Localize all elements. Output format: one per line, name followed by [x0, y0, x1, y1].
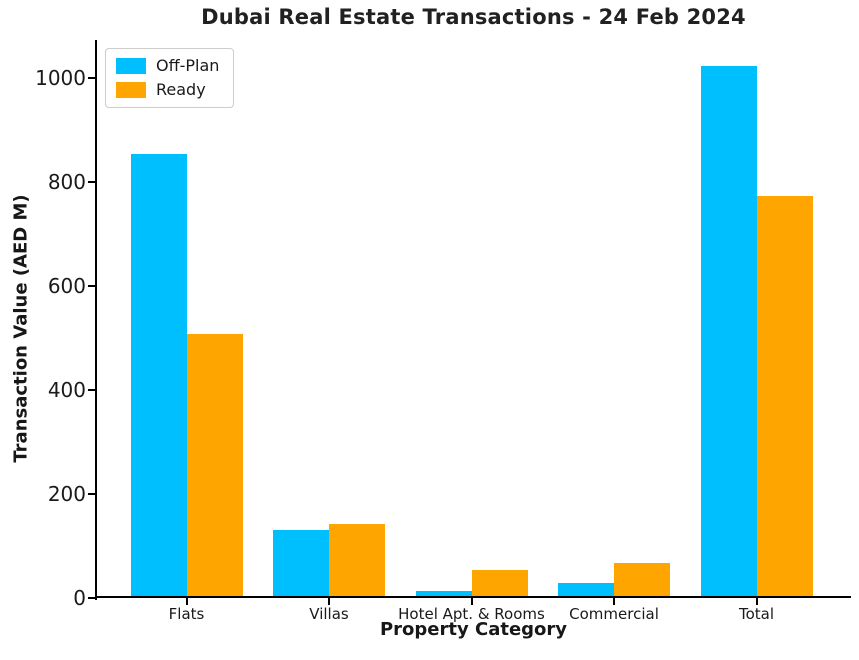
y-axis-label: Transaction Value (AED M) — [10, 194, 32, 463]
x-tick-label-villas: Villas — [309, 605, 349, 623]
x-axis-label: Property Category — [379, 619, 568, 640]
x-tick-mark-villas — [328, 598, 330, 605]
y-tick-label-200: 200 — [47, 482, 86, 507]
bar-ready-villas — [329, 523, 385, 598]
x-axis-spine — [95, 596, 851, 598]
y-tick-mark-0 — [88, 597, 95, 599]
y-tick-mark-200 — [88, 493, 95, 496]
legend-item-ready: Ready — [116, 81, 219, 99]
ready-swatch-icon — [116, 82, 146, 98]
y-tick-label-400: 400 — [47, 378, 86, 403]
bar-off-plan-flats — [130, 153, 187, 598]
bar-ready-total — [756, 196, 813, 598]
legend-label-ready: Ready — [156, 80, 206, 99]
bar-ready-flats — [186, 334, 243, 598]
y-tick-mark-600 — [88, 285, 95, 288]
legend-label-off-plan: Off-Plan — [156, 56, 220, 75]
x-tick-mark-commercial — [613, 598, 615, 605]
y-tick-mark-800 — [88, 181, 95, 184]
legend: Off-Plan Ready — [105, 48, 235, 108]
y-axis-spine — [95, 40, 97, 600]
bar-off-plan-hotel-apt-rooms — [415, 591, 472, 598]
x-tick-mark-total — [755, 598, 758, 605]
chart-title: Dubai Real Estate Transactions - 24 Feb … — [201, 5, 746, 29]
y-tick-label-0: 0 — [73, 586, 86, 610]
y-tick-mark-400 — [88, 389, 95, 392]
x-tick-label-hotel-apt-rooms: Hotel Apt. & Rooms — [398, 605, 545, 623]
x-tick-label-commercial: Commercial — [569, 605, 659, 623]
off-plan-swatch-icon — [116, 58, 146, 74]
bar-off-plan-commercial — [558, 583, 614, 598]
x-tick-label-total: Total — [738, 605, 775, 623]
y-tick-mark-1000 — [88, 77, 95, 80]
y-tick-label-600: 600 — [47, 274, 86, 299]
bar-ready-commercial — [614, 562, 670, 598]
y-tick-label-1000: 1000 — [35, 66, 86, 91]
bar-ready-hotel-apt-rooms — [471, 569, 528, 598]
bar-off-plan-total — [700, 66, 757, 598]
y-tick-label-800: 800 — [47, 170, 86, 195]
plot-area: Off-Plan Ready 0 200 400 600 800 1000 Flats Vil… — [35, 40, 850, 623]
x-tick-mark-flats — [185, 598, 188, 605]
x-tick-label-flats: Flats — [168, 605, 205, 623]
bar-off-plan-villas — [273, 530, 329, 598]
legend-item-off-plan: Off-Plan — [116, 57, 219, 75]
x-tick-mark-hotel-apt-rooms — [470, 598, 473, 605]
